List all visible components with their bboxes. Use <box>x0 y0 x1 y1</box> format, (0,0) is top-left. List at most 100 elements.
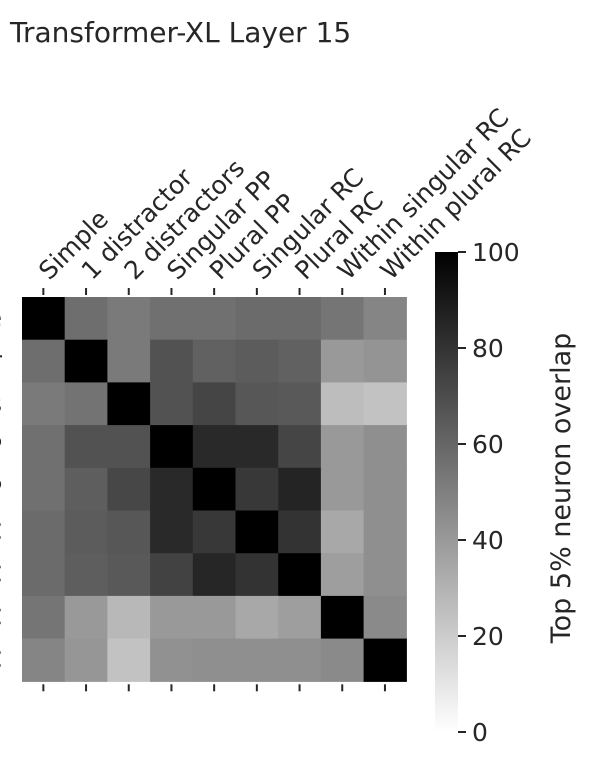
chart-title: Transformer-XL Layer 15 <box>9 16 351 49</box>
heatmap-cell <box>192 467 237 512</box>
heatmap-cell <box>107 297 151 341</box>
heatmap-cell <box>363 339 407 383</box>
heatmap-cell <box>278 382 322 426</box>
heatmap-cell <box>150 595 194 640</box>
heatmap-cell <box>235 553 279 597</box>
heatmap-cell <box>64 638 108 682</box>
heatmap-cell <box>363 382 407 426</box>
heatmap-cell <box>107 382 151 426</box>
y-tick-label: Singular PP <box>0 431 2 460</box>
heatmap-cell <box>150 553 194 597</box>
heatmap-cell <box>278 510 322 554</box>
heatmap-cell <box>64 425 108 469</box>
heatmap-cell <box>320 595 365 640</box>
heatmap-cell <box>150 425 194 469</box>
colorbar-tick-label: 0 <box>472 718 488 747</box>
heatmap-cell <box>64 510 108 554</box>
heatmap-cell <box>107 553 151 597</box>
heatmap-cell <box>278 553 322 597</box>
heatmap-cell <box>150 510 194 554</box>
heatmap-cell <box>64 553 108 597</box>
y-tick-label: Simple <box>0 303 2 332</box>
colorbar-tick-label: 60 <box>472 430 504 459</box>
heatmap-cell <box>320 297 365 341</box>
heatmap-cell <box>192 339 237 383</box>
heatmap-cell <box>107 339 151 383</box>
heatmap-cell <box>320 425 365 469</box>
heatmap-cell <box>235 510 279 554</box>
y-tick-labels: Simple 1 distractor 2 distractors Singular … <box>0 303 3 674</box>
heatmap-cell <box>363 467 407 512</box>
heatmap-cell <box>363 510 407 554</box>
heatmap-cell <box>150 339 194 383</box>
colorbar-tick-label: 40 <box>472 526 504 555</box>
heatmap-cell <box>22 595 66 640</box>
heatmap-cell <box>150 297 194 341</box>
heatmap-cell <box>22 382 66 426</box>
colorbar <box>435 252 458 732</box>
colorbar-tick-label: 20 <box>472 622 504 651</box>
heatmap-cell <box>192 553 237 597</box>
heatmap-cell <box>64 382 108 426</box>
axis-ticks <box>42 288 386 692</box>
colorbar-tick-label: 100 <box>472 238 520 267</box>
heatmap-cell <box>363 553 407 597</box>
colorbar-ticks: 0 20 40 60 80 100 <box>458 238 520 747</box>
heatmap-cell <box>363 425 407 469</box>
heatmap-cell <box>22 638 66 682</box>
colorbar-tick-label: 80 <box>472 334 504 363</box>
heatmap-cell <box>235 425 279 469</box>
heatmap-cell <box>278 638 322 682</box>
heatmap-cell <box>22 510 66 554</box>
colorbar-label: Top 5% neuron overlap <box>546 333 577 645</box>
heatmap-cell <box>22 425 66 469</box>
heatmap-cell <box>363 297 407 341</box>
heatmap-cell <box>235 638 279 682</box>
heatmap-cell <box>320 382 365 426</box>
heatmap-cell <box>320 553 365 597</box>
y-tick-label: Within singular RC <box>0 602 2 631</box>
heatmap-cell <box>363 595 407 640</box>
y-tick-label: Plural RC <box>0 560 2 589</box>
heatmap-cell <box>150 638 194 682</box>
heatmap-cell <box>192 297 237 341</box>
heatmap-cell <box>278 595 322 640</box>
heatmap-cell <box>363 638 407 682</box>
heatmap-cells <box>22 297 407 682</box>
y-tick-label: Plural PP <box>0 474 2 503</box>
heatmap-cell <box>278 425 322 469</box>
heatmap-cell <box>22 297 66 341</box>
heatmap-cell <box>235 467 279 512</box>
heatmap-cell <box>107 595 151 640</box>
heatmap-cell <box>320 638 365 682</box>
heatmap-cell <box>22 467 66 512</box>
heatmap-cell <box>107 638 151 682</box>
y-tick-label: 2 distractors <box>0 389 2 418</box>
heatmap-cell <box>278 297 322 341</box>
heatmap-cell <box>64 467 108 512</box>
y-tick-label: Singular RC <box>0 517 2 546</box>
heatmap-cell <box>192 638 237 682</box>
heatmap-cell <box>320 467 365 512</box>
heatmap-cell <box>107 467 151 512</box>
heatmap-cell <box>107 510 151 554</box>
heatmap-cell <box>150 382 194 426</box>
heatmap-cell <box>107 425 151 469</box>
heatmap-cell <box>150 467 194 512</box>
heatmap-cell <box>278 467 322 512</box>
y-tick-label: Within plural RC <box>0 645 2 674</box>
heatmap-cell <box>235 595 279 640</box>
heatmap-cell <box>235 297 279 341</box>
heatmap-cell <box>22 339 66 383</box>
heatmap-cell <box>320 339 365 383</box>
heatmap-cell <box>64 297 108 341</box>
heatmap-cell <box>192 425 237 469</box>
heatmap-cell <box>192 382 237 426</box>
heatmap-cell <box>235 382 279 426</box>
heatmap-cell <box>235 339 279 383</box>
heatmap-cell <box>64 339 108 383</box>
y-tick-label: 1 distractor <box>0 346 3 375</box>
heatmap-cell <box>278 339 322 383</box>
